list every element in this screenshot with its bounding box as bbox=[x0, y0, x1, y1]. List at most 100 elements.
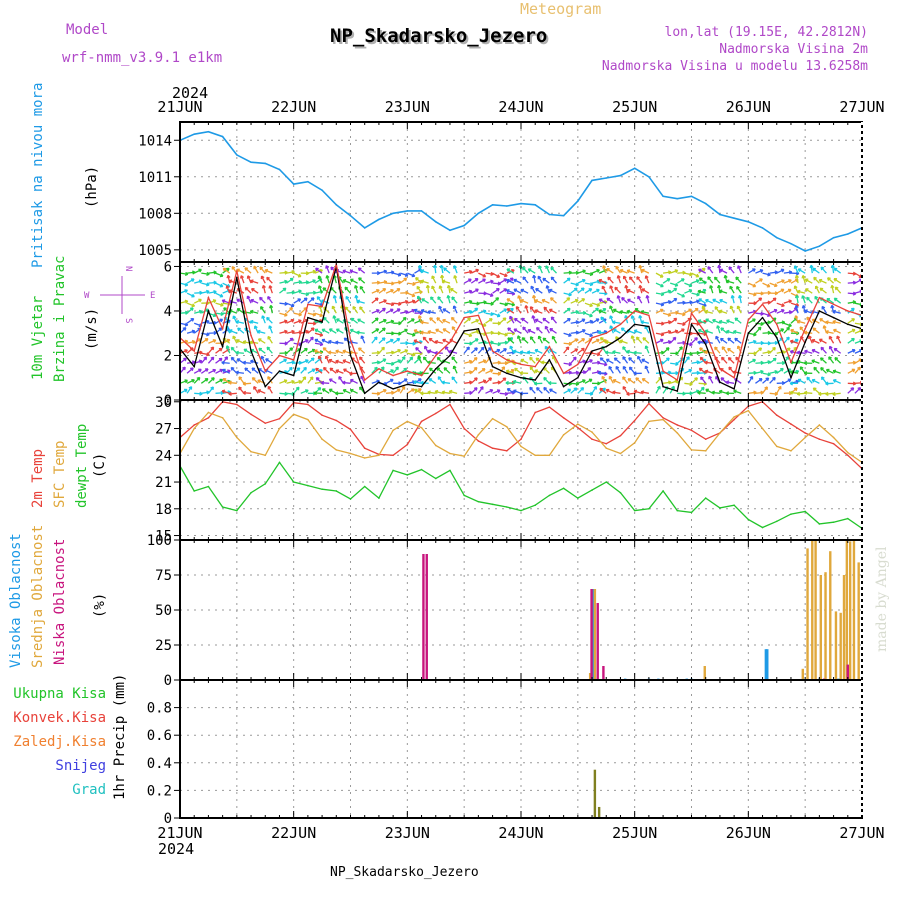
data-point bbox=[577, 200, 579, 202]
wind-arrow bbox=[662, 312, 671, 317]
wind-arrow-head bbox=[661, 332, 665, 336]
compass-n: N bbox=[123, 266, 133, 271]
wind-arrow bbox=[179, 379, 188, 384]
wind-arrow bbox=[330, 287, 337, 294]
wind-arrow bbox=[544, 325, 550, 334]
wind-arrow bbox=[699, 277, 707, 284]
wind-arrow-head bbox=[575, 309, 579, 313]
wind-arrow-head bbox=[568, 370, 572, 373]
wind-arrow bbox=[615, 266, 622, 274]
wind-arrow bbox=[812, 267, 820, 274]
wind-arrow bbox=[222, 267, 231, 274]
data-point bbox=[648, 420, 650, 423]
wind-arrow bbox=[538, 265, 543, 274]
wind-arrow bbox=[485, 331, 494, 334]
wind-arrow-head bbox=[221, 361, 225, 365]
wind-arrow bbox=[799, 366, 806, 374]
wind-arrow bbox=[314, 269, 323, 274]
wind-arrow-head bbox=[468, 359, 473, 362]
wind-arrow-head bbox=[675, 310, 679, 314]
wind-arrow bbox=[755, 362, 764, 364]
wind-arrow-head bbox=[534, 309, 538, 314]
wind-arrow-head bbox=[261, 315, 264, 319]
wind-arrow bbox=[232, 335, 238, 344]
wind-arrow bbox=[729, 285, 735, 294]
wind-arrow bbox=[669, 287, 677, 294]
wind-arrow bbox=[471, 330, 480, 334]
wind-arrow-head bbox=[638, 315, 641, 319]
wind-arrow bbox=[769, 317, 777, 324]
wind-arrow-head bbox=[449, 288, 453, 292]
wind-arrow bbox=[776, 368, 784, 374]
wind-arrow bbox=[684, 282, 693, 287]
bar bbox=[806, 548, 809, 680]
wind-arrow bbox=[406, 388, 415, 394]
wind-arrow bbox=[266, 317, 273, 324]
wind-arrow-head bbox=[206, 289, 210, 292]
wind-arrow-head bbox=[468, 289, 473, 292]
wind-arrow-head bbox=[543, 307, 546, 311]
wind-arrow-head bbox=[696, 292, 700, 296]
wind-arrow bbox=[477, 386, 484, 394]
data-point bbox=[790, 513, 792, 515]
wind-arrow-head bbox=[244, 267, 247, 271]
wind-arrow bbox=[543, 306, 550, 314]
wind-arrow-head bbox=[349, 270, 353, 274]
wind-arrow bbox=[577, 270, 586, 274]
wind-arrow-head bbox=[638, 265, 641, 269]
wind-arrow bbox=[726, 381, 735, 384]
wind-arrow-head bbox=[284, 319, 288, 322]
wind-arrow-head bbox=[446, 285, 450, 289]
wind-arrow bbox=[427, 350, 436, 354]
data-point bbox=[520, 363, 522, 366]
data-point bbox=[420, 420, 423, 423]
wind-arrow bbox=[811, 359, 820, 364]
wind-arrow bbox=[269, 285, 273, 294]
wind-arrow-head bbox=[603, 329, 608, 333]
wind-arrow-head bbox=[322, 347, 325, 351]
top-day-label: 27JUN bbox=[839, 98, 884, 116]
wind-arrow bbox=[806, 296, 813, 304]
wind-arrow bbox=[584, 367, 592, 374]
wind-arrow-head bbox=[335, 350, 339, 354]
wind-arrow bbox=[415, 347, 422, 354]
wind-arrow bbox=[662, 341, 672, 344]
data-point bbox=[619, 174, 622, 177]
data-point bbox=[761, 227, 764, 229]
wind-arrow bbox=[699, 347, 707, 354]
wind-arrow bbox=[633, 351, 642, 354]
data-point bbox=[463, 224, 465, 227]
wind-arrow bbox=[436, 367, 444, 374]
data-point bbox=[505, 425, 508, 428]
wind-arrow bbox=[820, 346, 827, 354]
wind-arrow-head bbox=[661, 292, 665, 296]
wind-arrow-head bbox=[321, 339, 325, 343]
wind-arrow bbox=[442, 319, 451, 324]
wind-arrow-head bbox=[250, 299, 254, 303]
wind-arrow bbox=[329, 388, 337, 394]
wind-arrow bbox=[385, 320, 394, 324]
data-point bbox=[307, 403, 309, 406]
wind-arrow-head bbox=[832, 370, 836, 374]
wind-arrow bbox=[641, 269, 650, 274]
wind-arrow-head bbox=[220, 293, 224, 297]
data-point bbox=[775, 445, 778, 448]
wind-arrow bbox=[399, 349, 408, 354]
wind-arrow bbox=[783, 322, 792, 327]
wind-arrow bbox=[605, 389, 614, 394]
wind-arrow-head bbox=[597, 352, 601, 356]
wind-arrow bbox=[662, 347, 670, 354]
wind-arrow bbox=[847, 349, 856, 354]
wind-arrow bbox=[691, 300, 700, 304]
wind-arrow bbox=[470, 357, 478, 364]
wind-arrow-head bbox=[495, 297, 499, 299]
year-top: 2024 bbox=[172, 84, 208, 102]
wind-arrow bbox=[697, 290, 706, 294]
wind-arrow bbox=[451, 356, 458, 364]
wind-arrow bbox=[591, 386, 597, 394]
wind-arrow bbox=[321, 339, 330, 344]
wind-arrow-head bbox=[606, 268, 609, 272]
wind-arrow-head bbox=[413, 309, 417, 313]
wind-arrow bbox=[615, 336, 621, 344]
wind-arrow bbox=[260, 275, 266, 284]
